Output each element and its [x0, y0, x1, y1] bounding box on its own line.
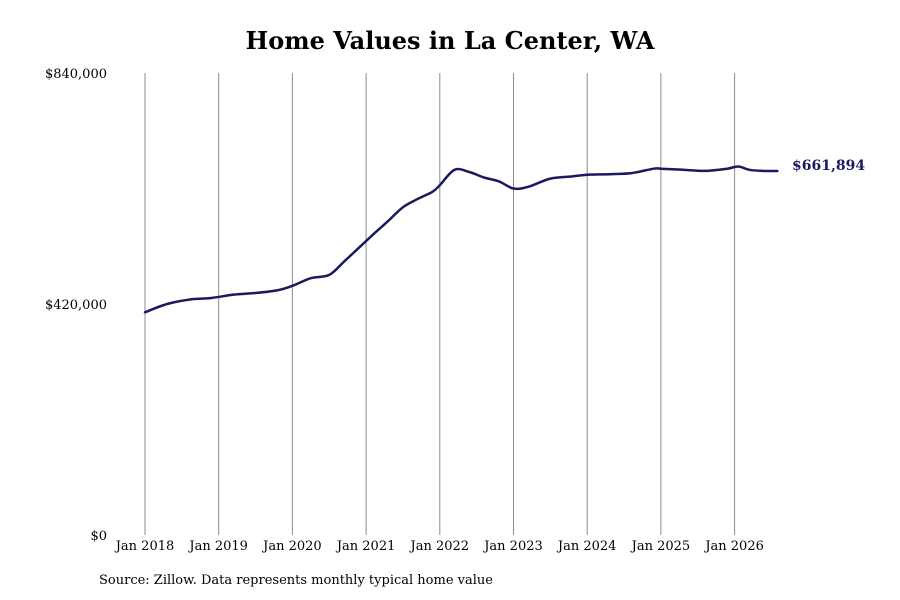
x-tick-label: Jan 2024	[556, 539, 617, 554]
x-tick-label: Jan 2018	[114, 539, 175, 554]
x-tick-label: Jan 2025	[630, 539, 691, 554]
home-value-line	[143, 165, 779, 314]
x-tick-label: Jan 2023	[482, 539, 543, 554]
y-tick-label: $420,000	[45, 298, 107, 313]
x-tick-label: Jan 2026	[703, 539, 764, 554]
x-tick-label: Jan 2019	[187, 539, 248, 554]
y-tick-label: $840,000	[45, 67, 107, 82]
x-tick-label: Jan 2022	[409, 539, 470, 554]
chart-title: Home Values in La Center, WA	[245, 26, 655, 55]
x-tick-label: Jan 2020	[261, 539, 322, 554]
end-value-label: $661,894	[792, 158, 865, 174]
x-tick-label: Jan 2021	[335, 539, 396, 554]
source-note: Source: Zillow. Data represents monthly …	[99, 573, 493, 588]
y-tick-label: $0	[90, 529, 107, 544]
